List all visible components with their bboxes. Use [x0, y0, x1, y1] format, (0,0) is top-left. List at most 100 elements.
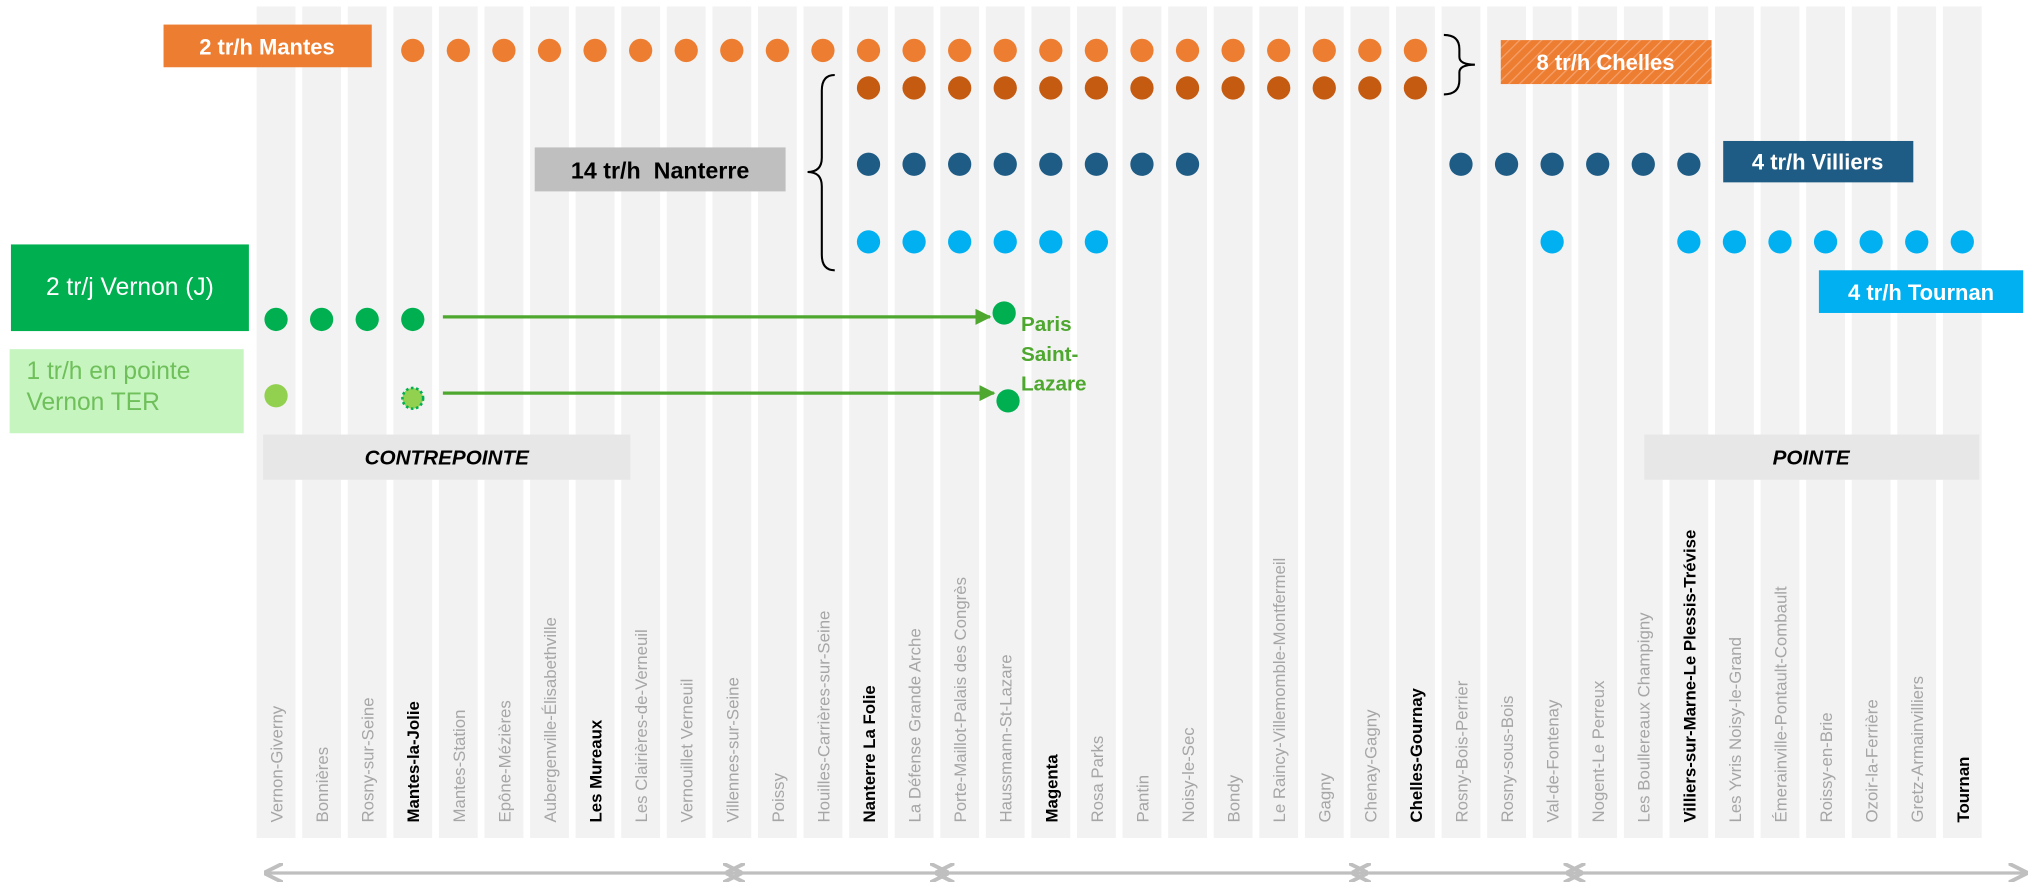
station-label: Les Yvris Noisy-le-Grand [1726, 637, 1745, 822]
station-label: Mantes-la-Jolie [404, 701, 423, 822]
station-label: Gretz-Armainvilliers [1908, 676, 1927, 823]
peak-band [1644, 434, 1980, 480]
stop-dot [902, 152, 926, 176]
stop-dot [1130, 76, 1154, 100]
stop-dot [1358, 76, 1382, 100]
stop-dot [1540, 152, 1564, 176]
stop-dot [948, 38, 972, 63]
stop-dot [1540, 230, 1564, 254]
stop-dot [811, 38, 835, 63]
station-label: Bondy [1225, 774, 1244, 822]
station-column [666, 6, 706, 839]
stop-dot [355, 307, 379, 332]
station-label: Nogent-Le Perreux [1589, 680, 1608, 823]
stop-dot [1084, 38, 1109, 63]
station-column [803, 6, 843, 839]
stop-dot [1312, 76, 1336, 100]
stop-dot [856, 230, 881, 254]
station-column [1623, 6, 1663, 839]
stop-dot [492, 38, 516, 63]
stop-dot [1130, 152, 1154, 176]
station-label: Rosny-sur-Seine [359, 697, 378, 822]
station-column [347, 6, 387, 839]
stop-dot [1677, 230, 1701, 254]
stop-dot [1403, 38, 1428, 63]
tournan-label: 4 tr/h Tournan [1848, 280, 1994, 305]
station-column [484, 6, 524, 839]
off-peak-label: CONTREPOINTE [365, 446, 531, 469]
stop-dot [948, 76, 972, 100]
station-column [1259, 6, 1299, 839]
station-column [894, 6, 934, 839]
chelles-label: 8 tr/h Chelles [1537, 50, 1675, 75]
off-peak-band [263, 434, 631, 480]
station-label: Chenay-Gagny [1361, 709, 1380, 823]
stop-dot [1267, 76, 1291, 100]
stop-dot [1677, 152, 1701, 176]
station-label: Émerainville-Pontault-Combault [1771, 586, 1790, 823]
station-column [1532, 6, 1572, 839]
station-label: Villiers-sur-Marne-Le Plessis-Trévise [1680, 530, 1699, 823]
station-column [575, 6, 615, 839]
station-label: Gagny [1316, 772, 1335, 822]
station-label: Pantin [1133, 775, 1152, 823]
terminus-label: Paris Saint-Lazare [1020, 314, 1087, 396]
station-column [1396, 6, 1435, 839]
station-label: Ozoir-la-Ferrière [1863, 699, 1882, 822]
stop-dot [1221, 38, 1245, 63]
stop-dot [1084, 230, 1109, 254]
station-column [757, 6, 797, 839]
station-label: Houilles-Carrières-sur-Seine [814, 611, 833, 823]
stop-dot [1631, 152, 1655, 176]
brace [1443, 33, 1475, 96]
station-label: Poissy [769, 772, 788, 822]
station-label: Rosny-sous-Bois [1498, 696, 1517, 823]
stop-dot [446, 38, 470, 63]
stop-dot [1175, 76, 1200, 100]
stop-dot [1084, 152, 1109, 176]
station-column [1578, 6, 1618, 839]
villiers-label: 4 tr/h Villiers [1752, 149, 1883, 174]
station-column [393, 6, 433, 839]
stop-dot [1175, 152, 1200, 176]
vernon-j-label: 2 tr/j Vernon (J) [46, 274, 214, 301]
station-column [1168, 6, 1207, 839]
station-label: Mantes-Station [450, 710, 469, 823]
stop-dot [856, 76, 881, 100]
station-column [985, 6, 1025, 839]
station-column [940, 6, 980, 839]
station-label: Les Boullereaux Champigny [1635, 612, 1654, 823]
stop-dot [720, 38, 744, 63]
tournan-box [1818, 270, 2024, 313]
station-label: Haussmann-St-Lazare [997, 654, 1016, 822]
station-column [1942, 6, 1982, 839]
stop-dot [583, 38, 607, 63]
stop-dot [1358, 38, 1382, 63]
stop-dot [765, 38, 790, 63]
stop-dot [1494, 152, 1519, 176]
stop-dot [1905, 230, 1929, 254]
chelles-box [1500, 40, 1712, 85]
station-label: La Défense Grande Arche [906, 628, 925, 822]
stop-dot [993, 230, 1017, 254]
station-label: Nanterre La Folie [860, 685, 879, 822]
stop-dot [1813, 230, 1838, 254]
station-label: Chelles-Gournay [1407, 687, 1426, 822]
station-label: Vernon-Giverny [268, 705, 287, 822]
station-label: Les Mureaux [587, 719, 606, 822]
stop-dot [1722, 230, 1747, 254]
station-column [712, 6, 752, 839]
stop-dot [1175, 38, 1200, 63]
vernon-ter-label: 1 tr/h en pointe Vernon TER [26, 358, 191, 417]
stop-dot [264, 384, 288, 408]
nanterre-box [534, 147, 786, 192]
mantes-label: 2 tr/h Mantes [199, 34, 335, 59]
stop-dot [401, 307, 425, 332]
station-column [438, 6, 478, 839]
stop-dot [856, 152, 881, 176]
station-column [1213, 6, 1253, 839]
station-label: Epône-Mézières [495, 700, 514, 822]
stop-dot [309, 307, 334, 332]
station-label: Rosa Parks [1088, 736, 1107, 823]
